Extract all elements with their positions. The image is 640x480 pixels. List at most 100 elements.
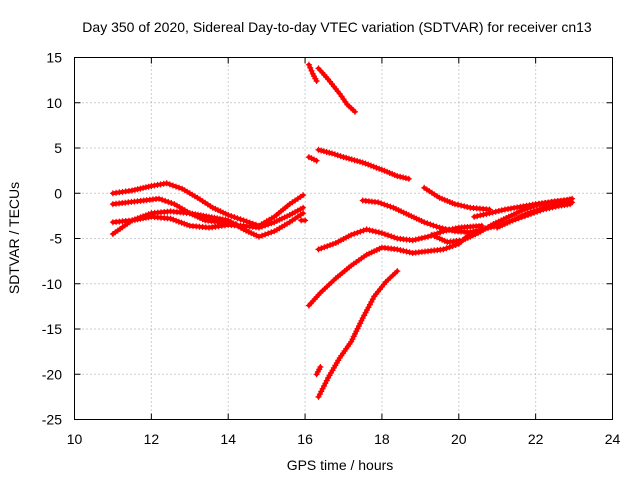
data-point <box>157 197 161 201</box>
data-point <box>272 220 276 224</box>
data-point <box>130 189 134 193</box>
data-point <box>380 246 384 250</box>
y-axis-label: SDTVAR / TECUs <box>6 182 22 294</box>
y-tick-label: -25 <box>42 412 62 428</box>
data-point <box>518 205 522 209</box>
data-point <box>242 224 246 228</box>
series-s7 <box>315 65 358 115</box>
data-point <box>468 230 472 234</box>
grid-lines <box>74 57 613 420</box>
data-point <box>307 63 311 67</box>
series-s15 <box>421 184 493 213</box>
x-tick-label: 22 <box>528 431 544 447</box>
data-point <box>422 220 426 224</box>
data-point <box>142 198 146 202</box>
data-point <box>203 218 207 222</box>
data-point <box>495 226 499 230</box>
data-point <box>149 184 153 188</box>
data-point <box>195 196 199 200</box>
data-point <box>380 231 384 235</box>
data-point <box>541 206 545 210</box>
data-point <box>326 376 330 380</box>
x-tick-label: 16 <box>297 431 313 447</box>
y-tick-label: -5 <box>50 231 63 247</box>
data-point <box>557 202 561 206</box>
y-tick-label: 0 <box>54 185 62 201</box>
data-point <box>226 213 230 217</box>
data-point <box>372 294 376 298</box>
data-point <box>272 229 276 233</box>
data-point <box>480 224 484 228</box>
data-point <box>242 227 246 231</box>
data-point <box>315 372 319 376</box>
data-point <box>457 226 461 230</box>
data-point <box>511 218 515 222</box>
data-point <box>391 206 395 210</box>
data-point <box>395 247 399 251</box>
data-point <box>334 276 338 280</box>
series-s8 <box>305 154 320 164</box>
data-point <box>180 187 184 191</box>
data-point <box>468 206 472 210</box>
data-point <box>315 79 319 83</box>
data-point <box>461 238 465 242</box>
data-point <box>349 264 353 268</box>
data-point <box>257 235 261 239</box>
data-point <box>426 249 430 253</box>
data-point <box>234 222 238 226</box>
data-point <box>468 225 472 229</box>
data-point <box>301 206 305 210</box>
data-point <box>149 215 153 219</box>
data-point <box>307 155 311 159</box>
x-tick-label: 20 <box>451 431 467 447</box>
data-points <box>109 61 576 400</box>
data-point <box>534 202 538 206</box>
x-axis-label: GPS time / hours <box>287 457 394 473</box>
x-tick-label: 24 <box>605 431 621 447</box>
data-point <box>395 269 399 273</box>
data-point <box>219 220 223 224</box>
data-point <box>503 208 507 212</box>
series-s12 <box>315 268 401 400</box>
data-point <box>345 103 349 107</box>
data-point <box>288 213 292 217</box>
data-point <box>338 92 342 96</box>
data-point <box>207 226 211 230</box>
data-point <box>326 77 330 81</box>
y-tick-label: -15 <box>42 321 62 337</box>
data-point <box>317 66 321 70</box>
data-point <box>169 209 173 213</box>
data-point <box>169 217 173 221</box>
data-point <box>207 215 211 219</box>
data-point <box>257 226 261 230</box>
series-s1 <box>109 180 307 229</box>
series-s3 <box>109 204 307 231</box>
data-point <box>438 226 442 230</box>
data-point <box>349 340 353 344</box>
data-point <box>453 202 457 206</box>
data-point <box>317 247 321 251</box>
data-point <box>349 233 353 237</box>
data-point <box>422 186 426 190</box>
data-point <box>299 218 303 222</box>
data-point <box>188 224 192 228</box>
data-point <box>338 356 342 360</box>
data-point <box>384 280 388 284</box>
data-point <box>334 241 338 245</box>
data-point <box>549 200 553 204</box>
data-point <box>111 202 115 206</box>
data-point <box>272 215 276 219</box>
data-point <box>317 148 321 152</box>
x-tick-label: 10 <box>67 431 83 447</box>
data-point <box>491 222 495 226</box>
x-tick-label: 12 <box>144 431 160 447</box>
y-tick-label: 15 <box>46 50 62 66</box>
series-s18 <box>494 199 576 231</box>
data-point <box>330 151 334 155</box>
data-point <box>288 202 292 206</box>
data-point <box>126 200 130 204</box>
series-s4 <box>109 195 239 227</box>
y-tick-label: -20 <box>42 366 62 382</box>
data-point <box>407 213 411 217</box>
